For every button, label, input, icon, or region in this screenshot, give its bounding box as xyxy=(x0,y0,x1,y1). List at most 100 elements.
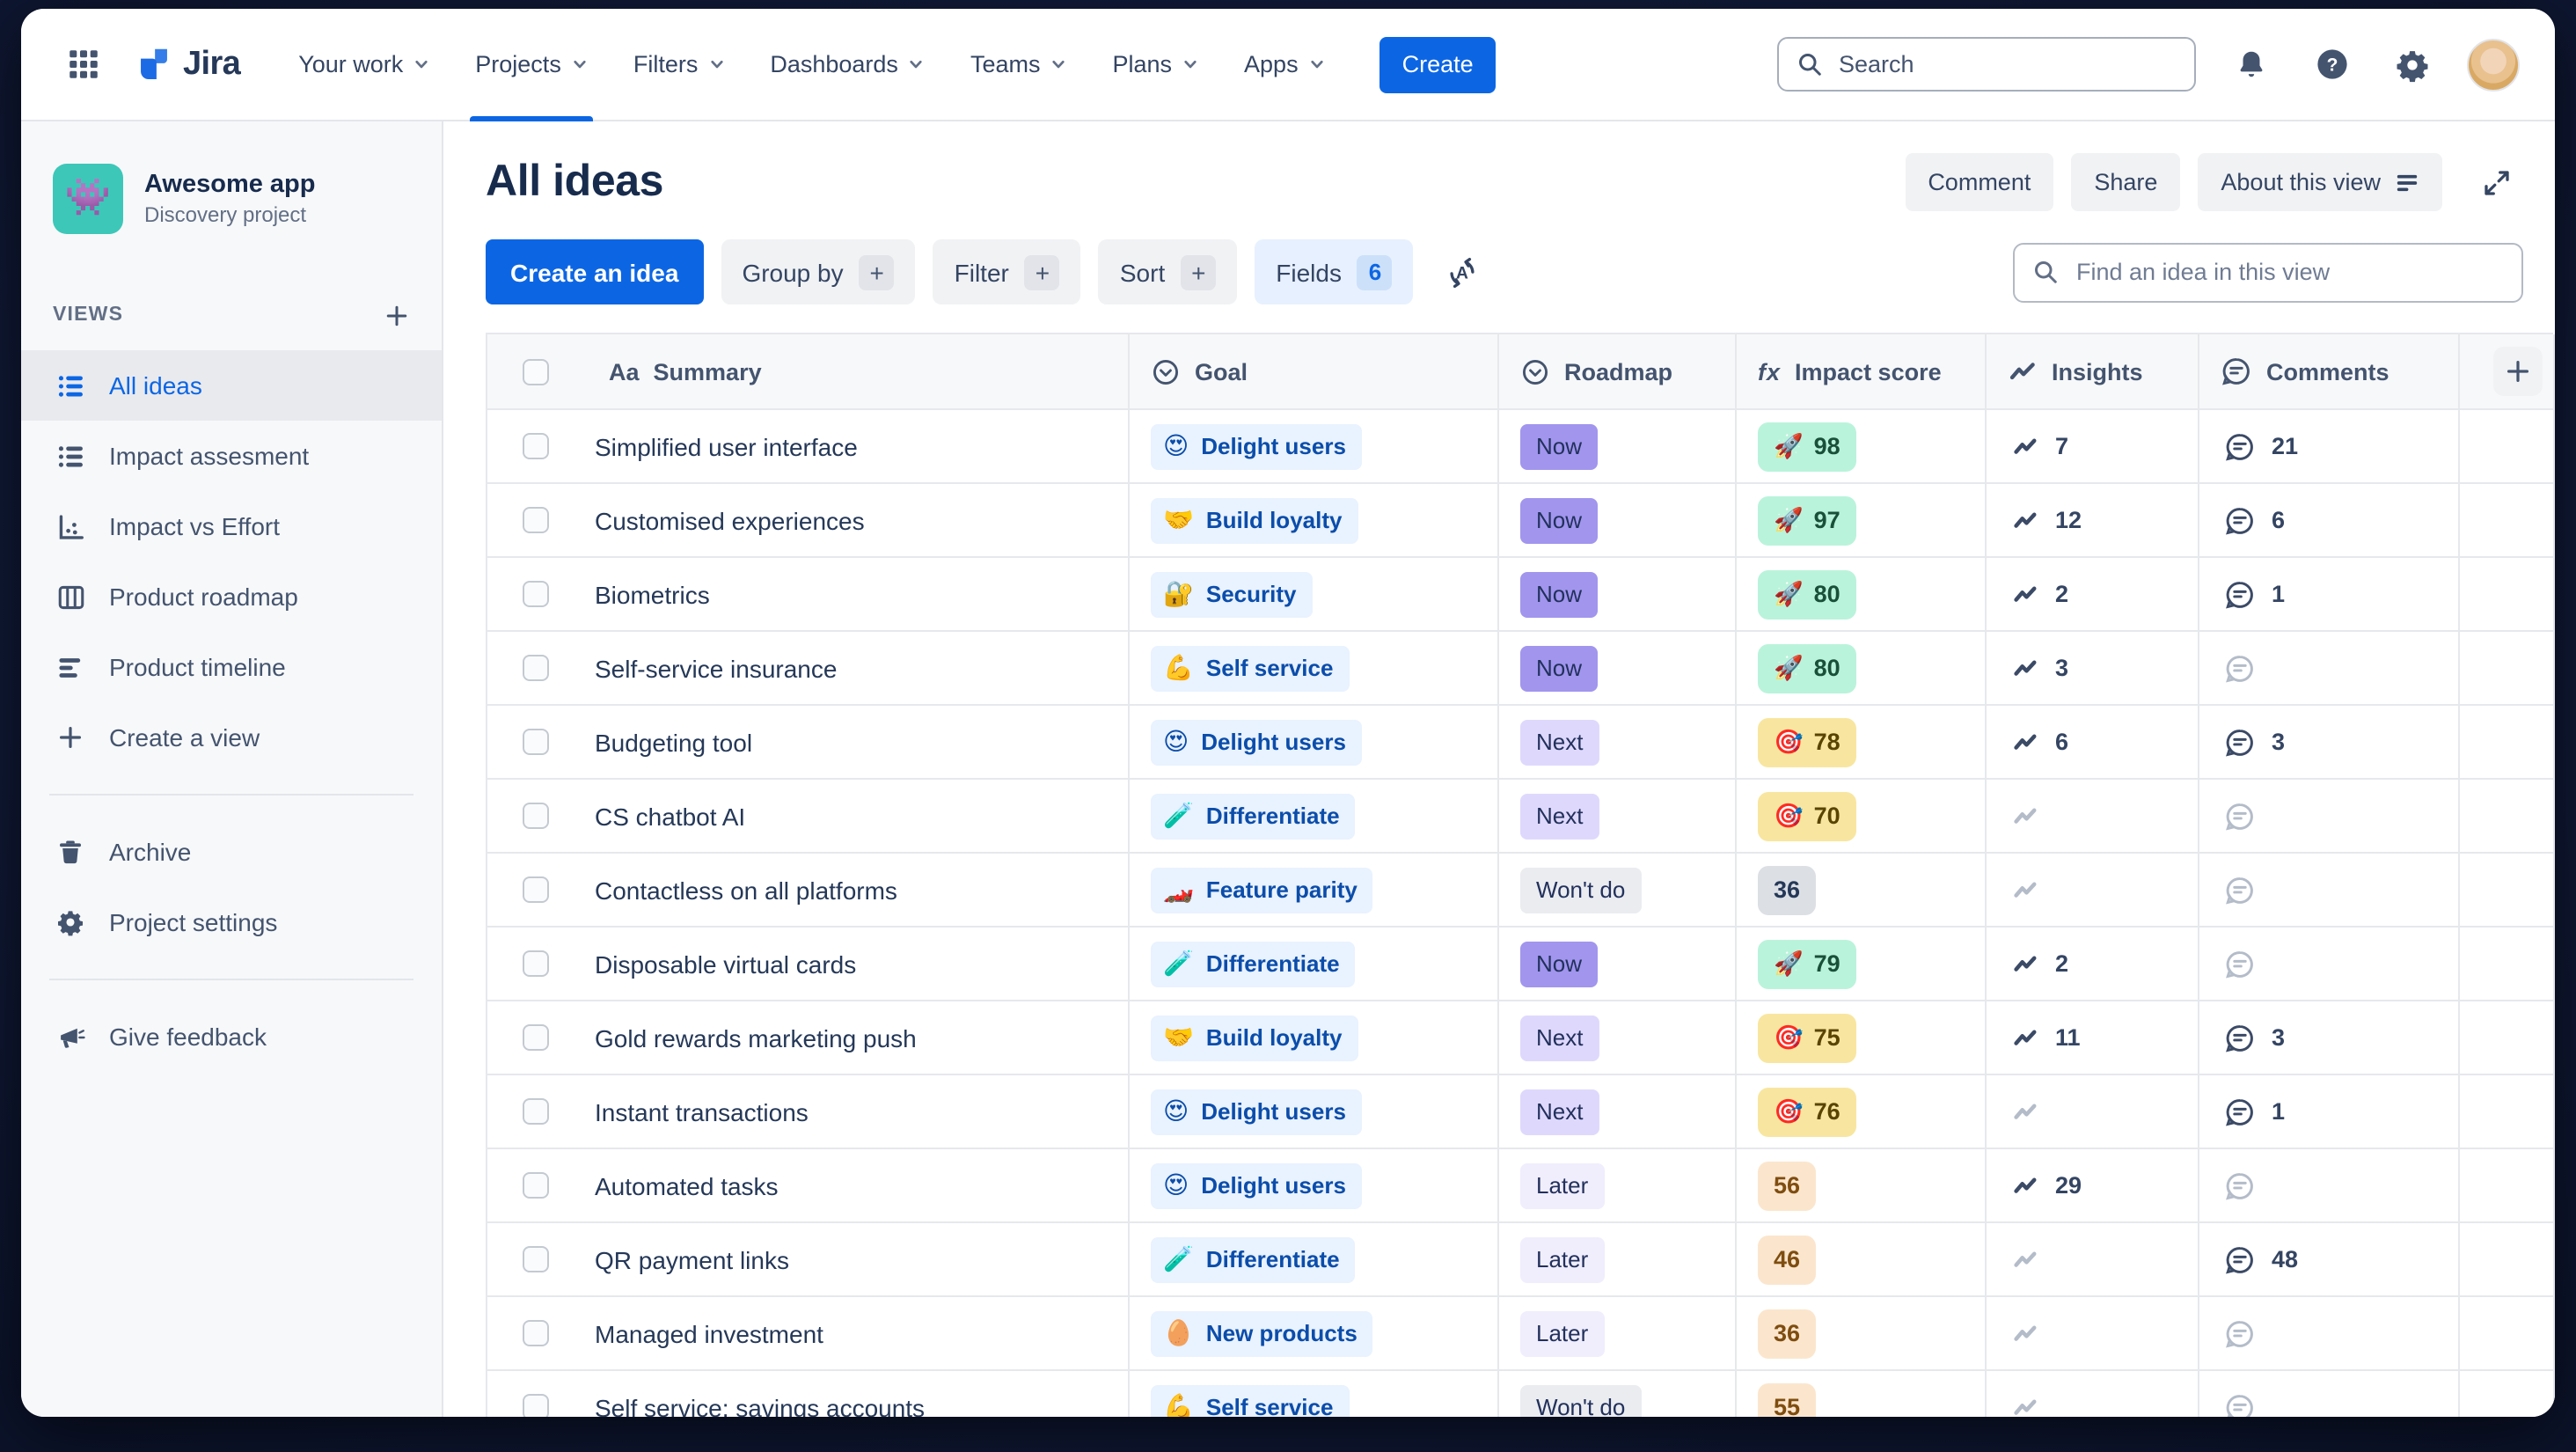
column-header-summary[interactable]: Aa Summary xyxy=(487,334,1130,410)
goal-cell[interactable]: 😍 Delight users xyxy=(1130,706,1499,780)
roadmap-cell[interactable]: Next xyxy=(1499,780,1737,854)
summary-cell[interactable]: Gold rewards marketing push xyxy=(487,1001,1130,1075)
app-switcher-icon[interactable] xyxy=(56,38,109,91)
summary-cell[interactable]: Biometrics xyxy=(487,558,1130,632)
row-checkbox[interactable] xyxy=(523,876,549,903)
select-all-checkbox[interactable] xyxy=(523,358,549,385)
goal-chip-delight-users[interactable]: 😍 Delight users xyxy=(1151,1089,1362,1134)
nav-item-projects[interactable]: Projects xyxy=(452,9,611,121)
nav-item-teams[interactable]: Teams xyxy=(948,9,1090,121)
summary-cell[interactable]: Automated tasks xyxy=(487,1149,1130,1223)
summary-cell[interactable]: Self-service insurance xyxy=(487,632,1130,706)
user-avatar[interactable] xyxy=(2467,38,2520,91)
fields-button[interactable]: Fields 6 xyxy=(1255,239,1414,304)
notifications-bell-icon[interactable] xyxy=(2224,38,2277,91)
impact-score-chip[interactable]: 🎯 76 xyxy=(1758,1087,1856,1136)
roadmap-cell[interactable]: Now xyxy=(1499,410,1737,484)
roadmap-cell[interactable]: Won't do xyxy=(1499,854,1737,928)
insights-cell[interactable]: 29 xyxy=(1987,1149,2199,1223)
impact-score-cell[interactable]: 🚀 97 xyxy=(1737,484,1987,558)
row-checkbox[interactable] xyxy=(523,433,549,459)
insights-cell[interactable] xyxy=(1987,1297,2199,1371)
create-button[interactable]: Create xyxy=(1379,36,1497,92)
roadmap-cell[interactable]: Now xyxy=(1499,632,1737,706)
find-idea-input[interactable] xyxy=(2073,257,2504,287)
insights-cell[interactable]: 2 xyxy=(1987,928,2199,1001)
goal-chip-delight-users[interactable]: 😍 Delight users xyxy=(1151,1162,1362,1208)
comments-cell[interactable] xyxy=(2199,1149,2460,1223)
nav-item-filters[interactable]: Filters xyxy=(611,9,748,121)
row-checkbox[interactable] xyxy=(523,1172,549,1199)
table-row[interactable]: Contactless on all platforms 🏎️ Feature pa… xyxy=(487,854,2555,928)
sidebar-item-product-roadmap[interactable]: Product roadmap xyxy=(21,561,442,632)
nav-item-your-work[interactable]: Your work xyxy=(275,9,452,121)
insights-cell[interactable] xyxy=(1987,780,2199,854)
goal-chip-feature-parity[interactable]: 🏎️ Feature parity xyxy=(1151,867,1373,913)
insights-cell[interactable] xyxy=(1987,1075,2199,1149)
comments-cell[interactable] xyxy=(2199,1297,2460,1371)
roadmap-chip-next[interactable]: Next xyxy=(1520,793,1599,839)
goal-cell[interactable]: 😍 Delight users xyxy=(1130,1075,1499,1149)
roadmap-chip-wontdo[interactable]: Won't do xyxy=(1520,867,1642,913)
roadmap-chip-later[interactable]: Later xyxy=(1520,1162,1605,1208)
row-checkbox[interactable] xyxy=(523,581,549,607)
roadmap-cell[interactable]: Next xyxy=(1499,1001,1737,1075)
goal-chip-self-service[interactable]: 💪 Self service xyxy=(1151,1384,1350,1417)
roadmap-chip-next[interactable]: Next xyxy=(1520,1089,1599,1134)
impact-score-chip[interactable]: 🚀 80 xyxy=(1758,569,1856,619)
comments-cell[interactable]: 3 xyxy=(2199,1001,2460,1075)
goal-cell[interactable]: 🏎️ Feature parity xyxy=(1130,854,1499,928)
expand-view-icon[interactable] xyxy=(2470,156,2523,209)
comments-cell[interactable] xyxy=(2199,632,2460,706)
sidebar-item-all-ideas[interactable]: All ideas xyxy=(21,350,442,421)
roadmap-chip-now[interactable]: Now xyxy=(1520,423,1599,469)
comment-button[interactable]: Comment xyxy=(1905,153,2054,211)
impact-score-chip[interactable]: 🚀 98 xyxy=(1758,422,1856,471)
summary-cell[interactable]: CS chatbot AI xyxy=(487,780,1130,854)
impact-score-cell[interactable]: 36 xyxy=(1737,854,1987,928)
sort-button[interactable]: Sort + xyxy=(1098,239,1238,304)
roadmap-chip-next[interactable]: Next xyxy=(1520,719,1599,765)
goal-cell[interactable]: 🥚 New products xyxy=(1130,1297,1499,1371)
comments-cell[interactable]: 3 xyxy=(2199,706,2460,780)
impact-score-chip[interactable]: 🎯 75 xyxy=(1758,1013,1856,1062)
impact-score-chip[interactable]: 🎯 78 xyxy=(1758,717,1856,766)
comments-cell[interactable]: 6 xyxy=(2199,484,2460,558)
goal-chip-security[interactable]: 🔐 Security xyxy=(1151,571,1313,617)
impact-score-cell[interactable]: 🎯 75 xyxy=(1737,1001,1987,1075)
sidebar-item-product-timeline[interactable]: Product timeline xyxy=(21,632,442,702)
sidebar-item-give-feedback[interactable]: Give feedback xyxy=(21,1001,442,1072)
goal-chip-differentiate[interactable]: 🧪 Differentiate xyxy=(1151,793,1356,839)
impact-score-chip[interactable]: 56 xyxy=(1758,1161,1817,1210)
roadmap-cell[interactable]: Won't do xyxy=(1499,1371,1737,1417)
roadmap-cell[interactable]: Now xyxy=(1499,484,1737,558)
sort-az-icon[interactable]: A xyxy=(1431,239,1495,304)
impact-score-cell[interactable]: 🎯 78 xyxy=(1737,706,1987,780)
goal-cell[interactable]: 🧪 Differentiate xyxy=(1130,780,1499,854)
sidebar-item-impact-assesment[interactable]: Impact assesment xyxy=(21,421,442,491)
insights-cell[interactable]: 7 xyxy=(1987,410,2199,484)
impact-score-chip[interactable]: 🎯 70 xyxy=(1758,791,1856,840)
table-row[interactable]: Gold rewards marketing push 🤝 Build loyalt… xyxy=(487,1001,2555,1075)
table-row[interactable]: Customised experiences 🤝 Build loyalty Now 🚀… xyxy=(487,484,2555,558)
add-column-button[interactable] xyxy=(2492,347,2542,396)
table-row[interactable]: Budgeting tool 😍 Delight users Next 🎯 78 6 3 xyxy=(487,706,2555,780)
insights-cell[interactable] xyxy=(1987,1223,2199,1297)
sidebar-item-project-settings[interactable]: Project settings xyxy=(21,887,442,957)
table-row[interactable]: Disposable virtual cards 🧪 Differentiate No… xyxy=(487,928,2555,1001)
roadmap-chip-now[interactable]: Now xyxy=(1520,645,1599,691)
share-button[interactable]: Share xyxy=(2071,153,2181,211)
table-row[interactable]: Simplified user interface 😍 Delight users N… xyxy=(487,410,2555,484)
table-row[interactable]: Biometrics 🔐 Security Now 🚀 80 2 1 xyxy=(487,558,2555,632)
summary-cell[interactable]: Managed investment xyxy=(487,1297,1130,1371)
column-header-comments[interactable]: Comments xyxy=(2199,334,2460,410)
column-header-goal[interactable]: Goal xyxy=(1130,334,1499,410)
impact-score-cell[interactable]: 🚀 80 xyxy=(1737,632,1987,706)
comments-cell[interactable]: 1 xyxy=(2199,1075,2460,1149)
roadmap-cell[interactable]: Now xyxy=(1499,928,1737,1001)
project-header[interactable]: 👾 Awesome app Discovery project xyxy=(21,121,442,287)
settings-gear-icon[interactable] xyxy=(2386,38,2439,91)
summary-cell[interactable]: Contactless on all platforms xyxy=(487,854,1130,928)
row-checkbox[interactable] xyxy=(523,1246,549,1272)
about-this-view-button[interactable]: About this view xyxy=(2198,153,2442,211)
